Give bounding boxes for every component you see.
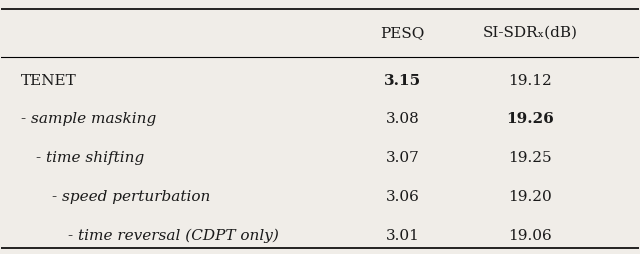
Text: 3.15: 3.15 [384,73,421,88]
Text: - sample masking: - sample masking [20,113,156,126]
Text: SI-SDRₓ(dB): SI-SDRₓ(dB) [483,26,578,40]
Text: 19.12: 19.12 [508,73,552,88]
Text: 19.25: 19.25 [508,151,552,165]
Text: - time shifting: - time shifting [36,151,145,165]
Text: 19.26: 19.26 [506,113,554,126]
Text: 3.06: 3.06 [386,190,420,204]
Text: 3.07: 3.07 [386,151,420,165]
Text: 19.06: 19.06 [508,229,552,243]
Text: 3.01: 3.01 [386,229,420,243]
Text: 19.20: 19.20 [508,190,552,204]
Text: - time reversal (CDPT only): - time reversal (CDPT only) [68,229,279,244]
Text: - speed perturbation: - speed perturbation [52,190,211,204]
Text: PESQ: PESQ [381,26,425,40]
Text: 3.08: 3.08 [386,113,420,126]
Text: TENET: TENET [20,73,76,88]
